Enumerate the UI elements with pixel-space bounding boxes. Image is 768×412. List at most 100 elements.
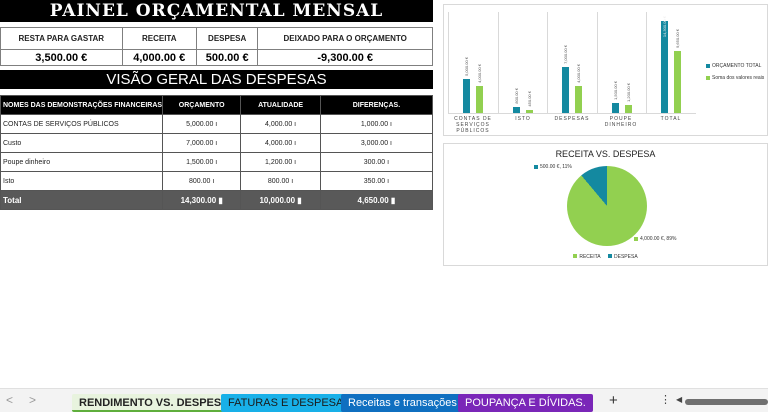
cell[interactable]: 7,000.00 ı <box>162 133 242 153</box>
add-sheet-button[interactable]: + <box>609 392 618 409</box>
scrollbar-thumb[interactable] <box>685 399 768 405</box>
pie-label-income: 4,000.00 €, 89% <box>634 236 676 242</box>
bar-group: 800.00 € 450.00 € <box>499 12 549 113</box>
bar-actual[interactable] <box>674 51 682 113</box>
bar-actual[interactable] <box>476 86 483 113</box>
more-options-icon[interactable]: ⋮ <box>660 394 671 406</box>
cell[interactable]: Custo <box>0 133 164 153</box>
cell[interactable]: 3,000.00 ı <box>319 133 434 153</box>
summary-table: RESTA PARA GASTAR RECEITA DESPESA DEIXAD… <box>0 27 433 66</box>
bar-value-label: 4,000.00 € <box>477 64 482 83</box>
spreadsheet-grid[interactable]: PAINEL ORÇAMENTAL MENSAL RESTA PARA GAST… <box>0 0 768 388</box>
bar-plot-area: 5,000.00 € 4,000.00 € 800.00 € 450.00 € … <box>448 12 696 114</box>
column-header-actual[interactable]: ATUALIDADE <box>240 95 321 115</box>
bar-value-label: 1,200.00 € <box>625 83 631 102</box>
cell[interactable]: Poupe dinheiro <box>0 152 164 172</box>
column-header-budget[interactable]: ORÇAMENTO <box>162 95 242 115</box>
pie-label-text: 500.00 €, 11% <box>540 164 572 170</box>
cell[interactable]: 5,000.00 ı <box>162 114 242 134</box>
legend-swatch-icon <box>634 237 638 241</box>
chevron-left-icon[interactable]: < <box>6 393 14 407</box>
sheet-tab-bar: < > RENDIMENTO VS. DESPESAS FATURAS E DE… <box>0 388 768 412</box>
bar-group: 1,500.00 € 1,200.00 € <box>598 12 648 113</box>
cell[interactable]: 800.00 ı <box>240 171 321 191</box>
bar-value-label: 1,500.00 € <box>612 81 618 100</box>
legend-swatch-icon <box>706 64 710 68</box>
bar-value-label: 5,000.00 € <box>464 57 469 76</box>
cell[interactable]: 1,500.00 ı <box>162 152 242 172</box>
bar-value-label: 450.00 € <box>526 91 532 107</box>
tab-income-and-transactions[interactable]: Receitas e transações <box>341 394 464 412</box>
category-label: TOTAL <box>660 116 682 122</box>
bar-budget[interactable] <box>512 107 520 113</box>
cell[interactable]: 10,000.00 ▮ <box>240 190 321 210</box>
bar-budget[interactable] <box>463 79 470 113</box>
category-label: POUPE DINHEIRO <box>604 116 638 128</box>
bar-actual[interactable] <box>525 110 533 113</box>
bar-group: 5,000.00 € 4,000.00 € <box>449 12 499 113</box>
cell[interactable]: 350.00 ı <box>319 171 434 191</box>
bar-chart-legend: ORÇAMENTO TOTAL Soma dos valores reais <box>706 63 764 87</box>
legend-label: RECEITA <box>579 254 601 260</box>
summary-value-remaining[interactable]: 3,500.00 € <box>0 49 123 66</box>
bar-actual[interactable] <box>575 86 583 113</box>
bar-budget[interactable] <box>611 103 619 113</box>
cell[interactable]: 4,000.00 ı <box>240 133 321 153</box>
legend-swatch-icon <box>608 254 613 258</box>
legend-swatch-icon <box>534 165 538 169</box>
legend-label: DESPESA <box>614 254 638 260</box>
legend-swatch-icon <box>706 76 710 80</box>
cell[interactable]: 300.00 ı <box>319 152 434 172</box>
table-row: Isto 800.00 ı 800.00 ı 350.00 ı <box>0 171 434 191</box>
table-row: CONTAS DE SERVIÇOS PÚBLICOS 5,000.00 ı 4… <box>0 114 434 134</box>
legend-label: ORÇAMENTO TOTAL <box>712 63 762 69</box>
summary-value-income[interactable]: 4,000.00 € <box>121 49 197 66</box>
column-header-difference[interactable]: DIFERENÇAS. <box>319 95 434 115</box>
cell[interactable]: 1,000.00 ı <box>319 114 434 134</box>
expenses-table: NOMES DAS DEMONSTRAÇÕES FINANCEIRAS ORÇA… <box>0 95 434 210</box>
column-header-name[interactable]: NOMES DAS DEMONSTRAÇÕES FINANCEIRAS <box>0 95 164 115</box>
scroll-left-icon[interactable]: ◀ <box>676 395 683 404</box>
pie-chart-title: RECEITA VS. DESPESA <box>555 149 656 159</box>
pie-label-expense: 500.00 €, 11% <box>534 164 572 170</box>
category-label: CONTAS DE SERVIÇOS PÚBLICOS <box>454 116 492 134</box>
summary-header-remaining[interactable]: RESTA PARA GASTAR <box>0 27 123 50</box>
cell[interactable]: Total <box>0 190 164 210</box>
income-expense-pie-chart[interactable]: RECEITA VS. DESPESA 500.00 €, 11% 4,000.… <box>443 143 768 266</box>
summary-header-expense[interactable]: DESPESA <box>195 27 259 50</box>
category-label: ISTO <box>515 116 531 122</box>
summary-value-left-budget[interactable]: -9,300.00 € <box>257 49 433 66</box>
horizontal-scrollbar[interactable]: ◀ <box>676 395 768 406</box>
cell[interactable]: 14,300.00 ▮ <box>162 190 242 210</box>
overview-title: VISÃO GERAL DAS DESPESAS <box>0 70 433 89</box>
budget-bar-chart[interactable]: 5,000.00 € 4,000.00 € 800.00 € 450.00 € … <box>443 4 768 136</box>
legend-swatch-icon <box>573 254 578 258</box>
bar-actual[interactable] <box>624 105 632 113</box>
cell[interactable]: Isto <box>0 171 164 191</box>
summary-header-left-budget[interactable]: DEIXADO PARA O ORÇAMENTO <box>257 27 433 50</box>
tab-savings-and-debts[interactable]: POUPANÇA E DÍVIDAS. <box>458 394 593 412</box>
summary-header-income[interactable]: RECEITA <box>121 27 197 50</box>
pie-label-text: 4,000.00 €, 89% <box>640 236 677 242</box>
chevron-right-icon[interactable]: > <box>29 393 37 407</box>
dashboard-title: PAINEL ORÇAMENTAL MENSAL <box>0 0 433 22</box>
bar-value-label: 800.00 € <box>513 88 519 104</box>
cell[interactable]: 4,000.00 ı <box>240 114 321 134</box>
table-row: Custo 7,000.00 ı 4,000.00 ı 3,000.00 ı <box>0 133 434 153</box>
summary-value-expense[interactable]: 500.00 € <box>195 49 259 66</box>
pie[interactable] <box>567 166 647 246</box>
bar-budget[interactable] <box>661 21 669 113</box>
bar-value-label: 4,000.00 € <box>576 64 582 83</box>
tab-bills-and-expenses[interactable]: FATURAS E DESPESAS <box>221 394 358 412</box>
tab-income-vs-expenses[interactable]: RENDIMENTO VS. DESPESAS <box>72 394 244 412</box>
table-row: Poupe dinheiro 1,500.00 ı 1,200.00 ı 300… <box>0 152 434 172</box>
cell[interactable]: 800.00 ı <box>162 171 242 191</box>
bar-budget[interactable] <box>562 67 570 113</box>
bar-group: 14,300.00 € 9,650.00 € <box>647 12 696 113</box>
pie-chart-legend: RECEITA DESPESA <box>444 254 767 260</box>
cell[interactable]: CONTAS DE SERVIÇOS PÚBLICOS <box>0 114 164 134</box>
cell[interactable]: 4,650.00 ▮ <box>319 190 434 210</box>
cell[interactable]: 1,200.00 ı <box>240 152 321 172</box>
legend-label: Soma dos valores reais <box>712 75 765 81</box>
bar-value-label: 9,650.00 € <box>675 29 681 48</box>
